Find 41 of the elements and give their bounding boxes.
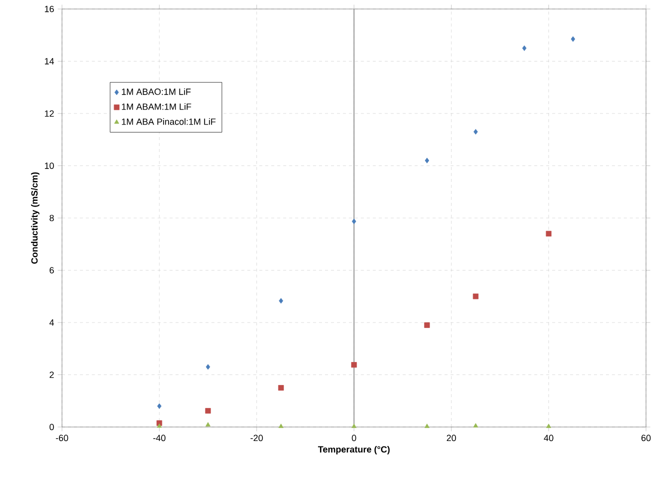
point xyxy=(352,424,356,428)
y-tick-label: 14 xyxy=(44,58,54,64)
x-tick-label: 20 xyxy=(446,434,456,442)
point xyxy=(424,424,430,428)
point xyxy=(157,403,162,409)
x-axis-title: Temperature (°C) xyxy=(318,446,390,454)
y-tick-label: 6 xyxy=(50,267,54,274)
point xyxy=(472,294,478,300)
point xyxy=(473,423,478,428)
point xyxy=(278,298,284,304)
point xyxy=(546,230,552,236)
x-tick-label: -60 xyxy=(56,434,68,442)
point xyxy=(156,423,162,428)
y-tick-label: 8 xyxy=(50,214,54,222)
point xyxy=(206,422,210,426)
point xyxy=(206,364,210,370)
point xyxy=(351,362,357,368)
x-tick-label: 60 xyxy=(641,434,651,442)
x-tick-label: -20 xyxy=(250,434,263,442)
y-tick-label: 16 xyxy=(44,6,54,12)
y-tick-label: 10 xyxy=(44,162,54,169)
y-tick-label: 4 xyxy=(49,319,54,326)
legend-label: 1M ABAO:1M LiF xyxy=(122,88,191,95)
point xyxy=(352,218,356,224)
y-axis-title: Conductivity (mS/cm) xyxy=(31,172,40,264)
legend-label: 1M ABA Pinacol:1M LiF xyxy=(122,118,216,125)
point xyxy=(278,385,284,391)
y-tick-label: 12 xyxy=(44,110,54,117)
point xyxy=(424,322,430,328)
legend-label: 1M ABAM:1M LiF xyxy=(122,103,192,110)
point xyxy=(278,424,284,428)
point xyxy=(205,408,211,414)
x-tick-label: 0 xyxy=(352,434,356,442)
x-tick-label: 40 xyxy=(544,434,554,442)
point xyxy=(424,158,430,164)
point xyxy=(546,424,552,428)
x-tick-label: -40 xyxy=(153,434,166,442)
y-tick-label: 2 xyxy=(50,372,54,378)
point xyxy=(522,45,526,51)
point xyxy=(570,36,576,42)
y-tick-label: 0 xyxy=(50,424,54,430)
